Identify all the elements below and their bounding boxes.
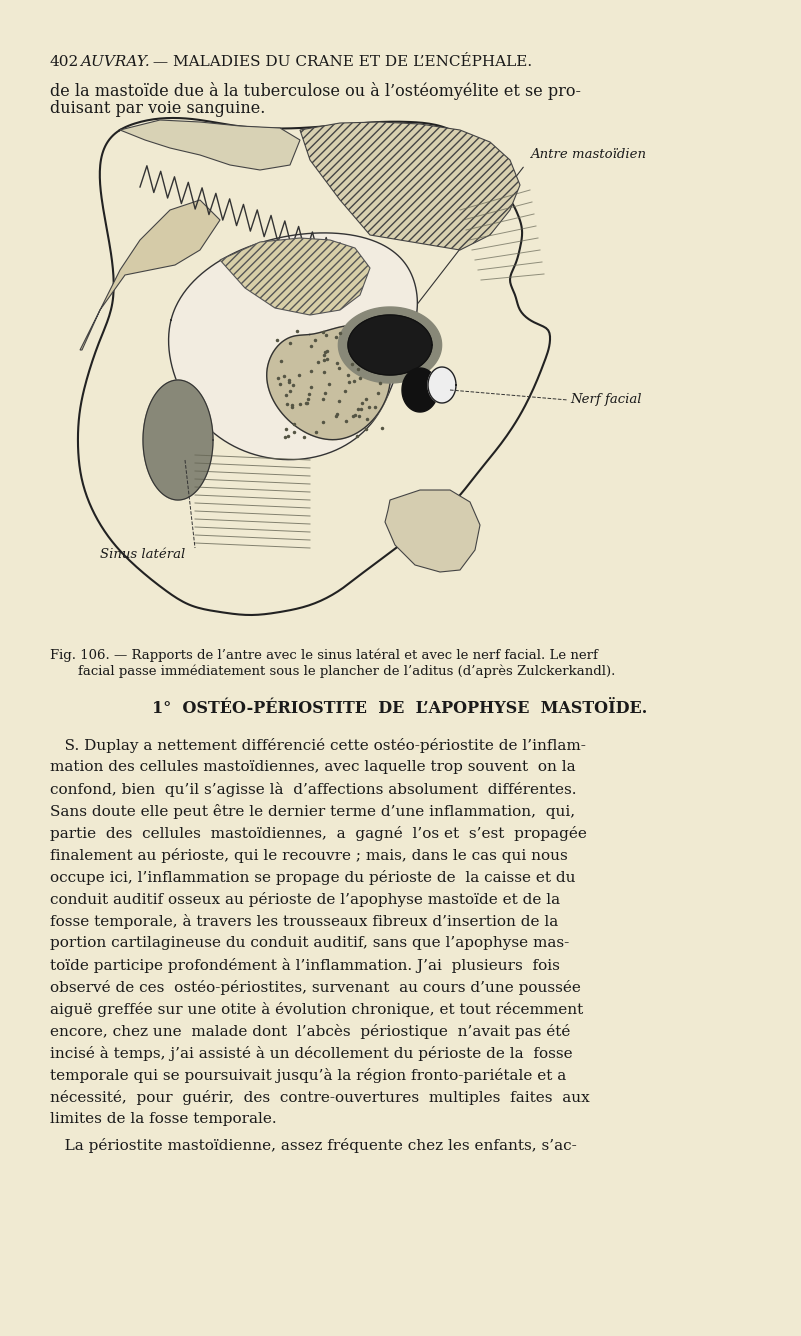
Text: Antre mastoïdien: Antre mastoïdien <box>530 148 646 162</box>
Text: 402: 402 <box>50 55 79 69</box>
Polygon shape <box>348 315 432 375</box>
Polygon shape <box>80 200 220 350</box>
Text: temporale qui se poursuivait jusqu’à la région fronto-pariétale et a: temporale qui se poursuivait jusqu’à la … <box>50 1067 566 1083</box>
Text: duisant par voie sanguine.: duisant par voie sanguine. <box>50 100 265 118</box>
Text: Nerf facial: Nerf facial <box>570 394 642 406</box>
Text: observé de ces  ostéo-périostites, survenant  au cours d’une poussée: observé de ces ostéo-périostites, surven… <box>50 981 581 995</box>
Polygon shape <box>220 238 370 315</box>
Polygon shape <box>402 367 438 411</box>
Text: toïde participe profondément à l’inflammation. J’ai  plusieurs  fois: toïde participe profondément à l’inflamm… <box>50 958 560 973</box>
Text: — MALADIES DU CRANE ET DE L’ENCÉPHALE.: — MALADIES DU CRANE ET DE L’ENCÉPHALE. <box>148 55 532 69</box>
Text: fosse temporale, à travers les trousseaux fibreux d’insertion de la: fosse temporale, à travers les trousseau… <box>50 914 558 929</box>
Text: 1°  OSTÉO-PÉRIOSTITE  DE  L’APOPHYSE  MASTOÏDE.: 1° OSTÉO-PÉRIOSTITE DE L’APOPHYSE MASTOÏ… <box>152 700 648 717</box>
Text: finalement au périoste, qui le recouvre ; mais, dans le cas qui nous: finalement au périoste, qui le recouvre … <box>50 848 568 863</box>
Polygon shape <box>78 721 550 1218</box>
Text: nécessité,  pour  guérir,  des  contre-ouvertures  multiples  faites  aux: nécessité, pour guérir, des contre-ouver… <box>50 1090 590 1105</box>
Text: Fig. 106. — Rapports de l’antre avec le sinus latéral et avec le nerf facial. Le: Fig. 106. — Rapports de l’antre avec le … <box>50 648 598 661</box>
Text: Sinus latéral: Sinus latéral <box>100 549 185 561</box>
Text: facial passe immédiatement sous le plancher de l’aditus (d’après Zulckerkandl).: facial passe immédiatement sous le planc… <box>78 665 615 679</box>
Text: de la mastoïde due à la tuberculose ou à l’ostéomyélite et se pro-: de la mastoïde due à la tuberculose ou à… <box>50 81 581 100</box>
Polygon shape <box>385 490 480 572</box>
Text: portion cartilagineuse du conduit auditif, sans que l’apophyse mas-: portion cartilagineuse du conduit auditi… <box>50 937 570 950</box>
Text: partie  des  cellules  mastoïdiennes,  a  gagné  l’os et  s’est  propagée: partie des cellules mastoïdiennes, a gag… <box>50 826 587 840</box>
Polygon shape <box>267 326 391 440</box>
Text: aiguë greffée sur une otite à évolution chronique, et tout récemment: aiguë greffée sur une otite à évolution … <box>50 1002 583 1017</box>
Text: AUVRAY.: AUVRAY. <box>80 55 150 69</box>
Text: Sans doute elle peut être le dernier terme d’une inflammation,  qui,: Sans doute elle peut être le dernier ter… <box>50 804 575 819</box>
Text: La périostite mastoïdienne, assez fréquente chez les enfants, s’ac-: La périostite mastoïdienne, assez fréque… <box>50 1138 577 1153</box>
Polygon shape <box>338 307 441 383</box>
Polygon shape <box>120 120 300 170</box>
Text: S. Duplay a nettement différencié cette ostéo-périostite de l’inflam-: S. Duplay a nettement différencié cette … <box>50 737 586 754</box>
Text: limites de la fosse temporale.: limites de la fosse temporale. <box>50 1112 276 1126</box>
Polygon shape <box>300 122 520 250</box>
Text: conduit auditif osseux au périoste de l’apophyse mastoïde et de la: conduit auditif osseux au périoste de l’… <box>50 892 560 907</box>
Text: encore, chez une  malade dont  l’abcès  périostique  n’avait pas été: encore, chez une malade dont l’abcès pér… <box>50 1023 570 1039</box>
Text: incisé à temps, j’ai assisté à un décollement du périoste de la  fosse: incisé à temps, j’ai assisté à un décoll… <box>50 1046 573 1061</box>
Polygon shape <box>168 232 417 460</box>
Text: occupe ici, l’inflammation se propage du périoste de  la caisse et du: occupe ici, l’inflammation se propage du… <box>50 870 575 884</box>
Text: confond, bien  qu’il s’agisse là  d’affections absolument  différentes.: confond, bien qu’il s’agisse là d’affect… <box>50 782 577 798</box>
Polygon shape <box>143 379 213 500</box>
Polygon shape <box>428 367 456 403</box>
Text: mation des cellules mastoïdiennes, avec laquelle trop souvent  on la: mation des cellules mastoïdiennes, avec … <box>50 760 576 774</box>
